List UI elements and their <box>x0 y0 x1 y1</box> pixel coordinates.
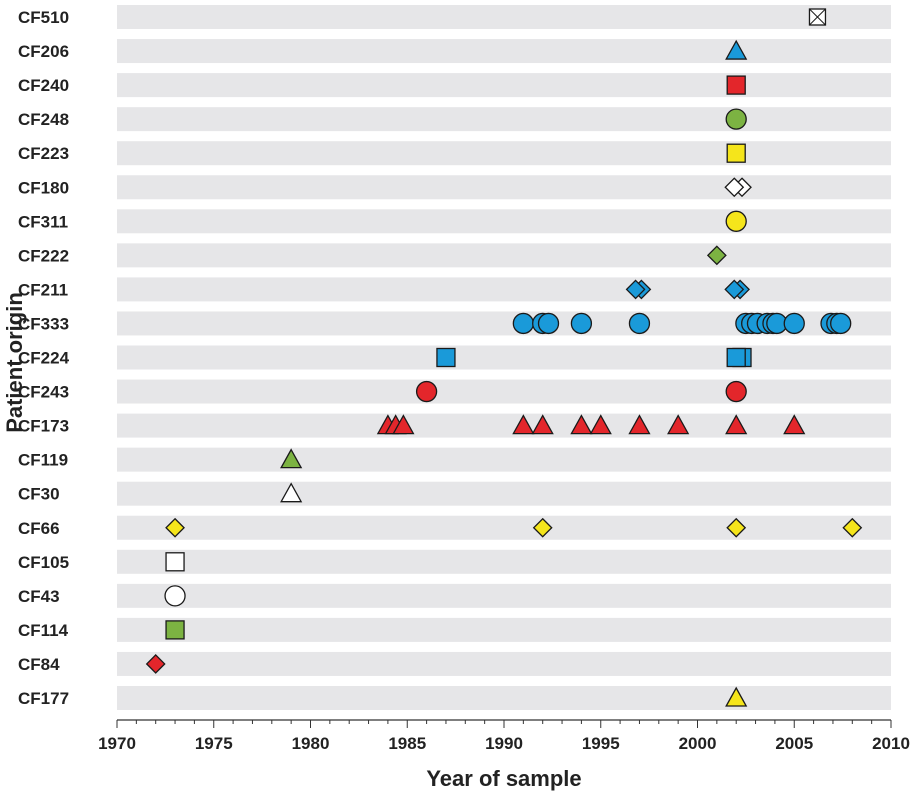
point-cf119-0-triangle <box>280 448 303 469</box>
row-label-cf311: CF311 <box>18 212 68 231</box>
row-band-cf224 <box>117 345 891 370</box>
point-cf173-2-triangle <box>392 414 415 435</box>
row-label-cf510: CF510 <box>18 8 69 27</box>
x-tick-label-1980: 1980 <box>292 734 330 753</box>
point-cf173-5-triangle <box>570 414 593 435</box>
x-axis-title: Year of sample <box>426 766 581 791</box>
x-axis: 1970 1975 1980 1985 1990 1995 2000 2005 2010 <box>98 719 910 753</box>
row-band-cf180 <box>117 175 891 200</box>
point-cf66-3-diamond <box>842 517 863 538</box>
row-label-cf114: CF114 <box>18 621 69 640</box>
row-label-cf240: CF240 <box>18 76 69 95</box>
row-bands <box>117 5 891 710</box>
row-band-cf173 <box>117 413 891 438</box>
point-cf173-4-triangle <box>531 414 554 435</box>
data-points <box>145 8 863 707</box>
row-band-cf30 <box>117 481 891 506</box>
row-label-cf66: CF66 <box>18 519 60 538</box>
point-cf180-1-diamond <box>724 177 745 198</box>
x-tick-label-1990: 1990 <box>485 734 523 753</box>
point-cf30-0-triangle <box>280 482 303 503</box>
row-band-cf222 <box>117 243 891 268</box>
row-label-cf105: CF105 <box>18 553 69 572</box>
point-cf333-4-circle <box>628 312 651 335</box>
row-band-cf66 <box>117 515 891 540</box>
row-label-cf333: CF333 <box>18 314 69 333</box>
x-tick-label-1970: 1970 <box>98 734 136 753</box>
row-label-cf206: CF206 <box>18 42 69 61</box>
row-band-cf248 <box>117 107 891 132</box>
point-cf311-0-circle <box>725 210 747 232</box>
row-band-cf119 <box>117 447 891 472</box>
x-tick-label-1975: 1975 <box>195 734 233 753</box>
point-cf114-0-square <box>165 620 185 640</box>
point-cf173-8-triangle <box>667 414 690 435</box>
point-cf224-0-square <box>436 347 456 368</box>
point-cf66-0-diamond <box>165 517 185 538</box>
row-band-cf510 <box>117 5 891 29</box>
row-band-cf240 <box>117 73 891 98</box>
row-label-cf180: CF180 <box>18 178 69 197</box>
point-cf240-0-square <box>726 75 746 95</box>
row-label-cf84: CF84 <box>18 655 60 674</box>
point-cf173-9-triangle <box>725 414 748 435</box>
row-band-cf114 <box>117 617 891 642</box>
point-cf224-2-square <box>726 347 746 368</box>
row-label-cf43: CF43 <box>18 587 60 606</box>
row-labels: CF510 CF206 CF240 CF248 CF223 CF180 CF311 CF222… <box>18 8 70 708</box>
point-cf177-0-triangle <box>725 686 748 707</box>
point-cf223-0-square <box>726 143 746 163</box>
point-cf173-3-triangle <box>512 414 535 435</box>
row-label-cf173: CF173 <box>18 417 69 436</box>
row-label-cf223: CF223 <box>18 144 69 163</box>
x-tick-label-1985: 1985 <box>388 734 426 753</box>
y-axis-title: Patient origin <box>2 292 27 433</box>
row-band-cf311 <box>117 209 891 234</box>
point-cf211-3-diamond <box>724 279 745 300</box>
row-band-cf211 <box>117 277 891 302</box>
x-tick-label-1995: 1995 <box>582 734 620 753</box>
point-cf105-0-square <box>165 552 185 572</box>
x-tick-label-2005: 2005 <box>775 734 813 753</box>
point-cf333-3-circle <box>570 312 593 335</box>
row-band-cf105 <box>117 549 891 574</box>
row-label-cf222: CF222 <box>18 246 69 265</box>
point-cf84-0-diamond <box>145 654 166 674</box>
point-cf211-1-diamond <box>625 279 646 300</box>
point-cf243-1-circle <box>725 380 747 403</box>
point-cf173-7-triangle <box>628 414 651 435</box>
point-cf206-0-triangle <box>725 39 748 60</box>
point-cf66-2-diamond <box>726 517 747 538</box>
point-cf333-11-circle <box>783 312 805 335</box>
row-band-cf206 <box>117 39 891 64</box>
point-cf333-2-circle <box>537 312 560 335</box>
row-band-cf43 <box>117 583 891 608</box>
row-band-cf243 <box>117 379 891 404</box>
point-cf173-6-triangle <box>589 414 612 435</box>
point-cf333-14-circle <box>830 312 852 335</box>
point-cf66-1-diamond <box>532 517 553 538</box>
row-band-cf84 <box>117 651 891 676</box>
row-label-cf211: CF211 <box>18 280 68 299</box>
row-label-cf243: CF243 <box>18 383 69 402</box>
row-label-cf248: CF248 <box>18 110 69 129</box>
point-cf173-10-triangle <box>783 414 806 435</box>
row-label-cf177: CF177 <box>18 689 69 708</box>
row-band-cf177 <box>117 686 891 710</box>
row-band-cf223 <box>117 141 891 166</box>
point-cf510-0-crossed-square <box>808 8 827 26</box>
point-cf43-0-circle <box>164 585 186 607</box>
point-cf333-0-circle <box>512 312 534 335</box>
x-tick-label-2010: 2010 <box>872 734 910 753</box>
point-cf248-0-circle <box>725 108 747 130</box>
point-cf222-0-diamond <box>706 245 727 266</box>
row-label-cf119: CF119 <box>18 451 68 470</box>
row-label-cf224: CF224 <box>18 349 70 368</box>
row-label-cf30: CF30 <box>18 485 60 504</box>
point-cf243-0-circle <box>415 380 438 403</box>
x-tick-label-2000: 2000 <box>679 734 717 753</box>
